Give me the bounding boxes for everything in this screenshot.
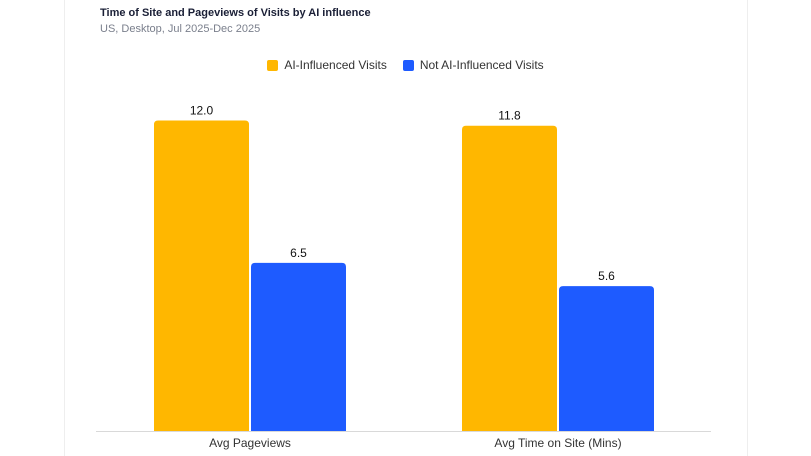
bar-avg-time-on-site-not-ai-influenced (559, 286, 654, 431)
data-label-avg-time-on-site-ai-influenced: 11.8 (498, 109, 521, 123)
x-tick-label-avg-time-on-site: Avg Time on Site (Mins) (494, 436, 621, 450)
bar-avg-pageviews-ai-influenced (154, 120, 249, 432)
legend-item-not-ai-influenced[interactable]: Not AI-Influenced Visits (402, 58, 544, 72)
chart-title: Time of Site and Pageviews of Visits by … (100, 7, 371, 19)
legend-swatch-not-ai-influenced (402, 59, 414, 71)
data-label-avg-pageviews-not-ai-influenced: 6.5 (290, 246, 307, 260)
legend-label-not-ai-influenced: Not AI-Influenced Visits (419, 58, 544, 72)
legend-item-ai-influenced[interactable]: AI-Influenced Visits (267, 58, 387, 72)
legend-label-ai-influenced: AI-Influenced Visits (284, 58, 387, 72)
chart-legend: AI-Influenced Visits Not AI-Influenced V… (0, 58, 811, 72)
bar-avg-pageviews-not-ai-influenced (251, 262, 346, 431)
data-label-avg-pageviews-ai-influenced: 12.0 (190, 104, 214, 118)
bar-avg-time-on-site-ai-influenced (462, 125, 557, 431)
data-label-avg-time-on-site-not-ai-influenced: 5.6 (598, 269, 615, 283)
chart-subtitle: US, Desktop, Jul 2025-Dec 2025 (100, 23, 261, 35)
legend-swatch-ai-influenced (267, 59, 279, 71)
x-tick-label-avg-pageviews: Avg Pageviews (209, 436, 291, 450)
